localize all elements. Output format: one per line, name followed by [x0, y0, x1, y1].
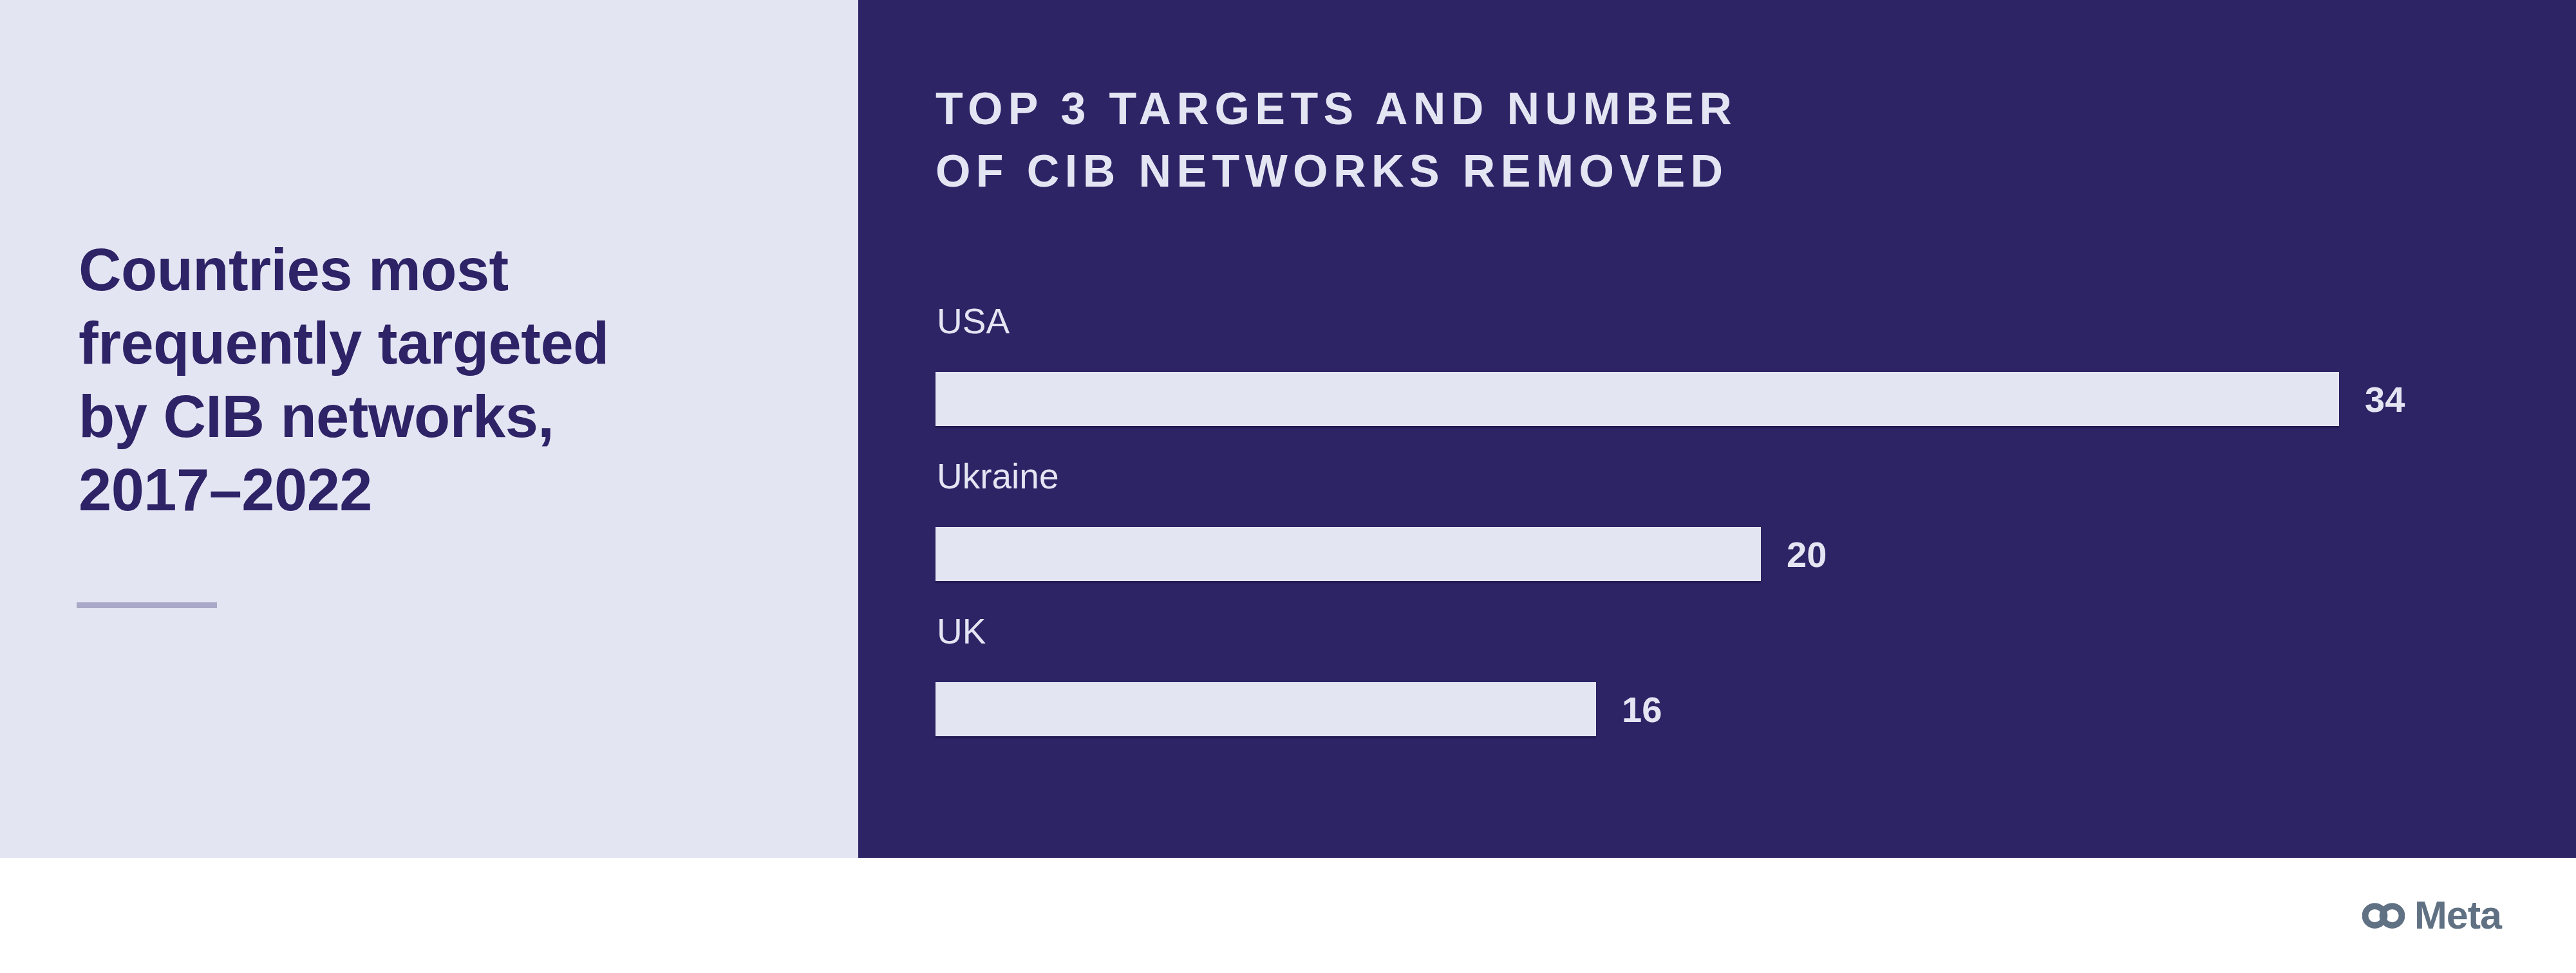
bar-label: Ukraine	[937, 454, 1059, 499]
meta-logo: Meta	[2362, 896, 2501, 935]
bar-line: 20	[935, 527, 2537, 581]
meta-infinity-icon	[2362, 901, 2405, 931]
bar-label: USA	[937, 299, 1010, 344]
chart-title: TOP 3 TARGETS AND NUMBER OF CIB NETWORKS…	[935, 78, 1737, 203]
bar-value: 16	[1622, 689, 1662, 730]
chart-panel: TOP 3 TARGETS AND NUMBER OF CIB NETWORKS…	[858, 0, 2576, 858]
headline-line-1: Countries most	[79, 233, 609, 306]
bar	[935, 527, 1761, 581]
headline: Countries most frequently targeted by CI…	[79, 233, 609, 526]
footer: Meta	[0, 858, 2576, 973]
infographic-canvas: Countries most frequently targeted by CI…	[0, 0, 2576, 973]
headline-line-2: frequently targeted	[79, 306, 609, 380]
summary-panel: Countries most frequently targeted by CI…	[0, 0, 858, 858]
chart-title-line-1: TOP 3 TARGETS AND NUMBER	[935, 78, 1737, 140]
bar-row-usa: USA 34	[935, 299, 2537, 431]
bar-row-uk: UK 16	[935, 609, 2537, 741]
bar-line: 34	[935, 372, 2537, 426]
headline-line-3: by CIB networks,	[79, 380, 609, 453]
headline-line-4: 2017–2022	[79, 453, 609, 526]
bar-line: 16	[935, 682, 2537, 736]
bar-label: UK	[937, 609, 986, 654]
chart-title-line-2: OF CIB NETWORKS REMOVED	[935, 140, 1737, 203]
bar	[935, 372, 2339, 426]
divider-line	[77, 602, 217, 608]
bar	[935, 682, 1596, 736]
bar-row-ukraine: Ukraine 20	[935, 454, 2537, 586]
bar-value: 34	[2365, 378, 2405, 420]
meta-wordmark: Meta	[2414, 896, 2501, 935]
bar-value: 20	[1787, 533, 1827, 575]
